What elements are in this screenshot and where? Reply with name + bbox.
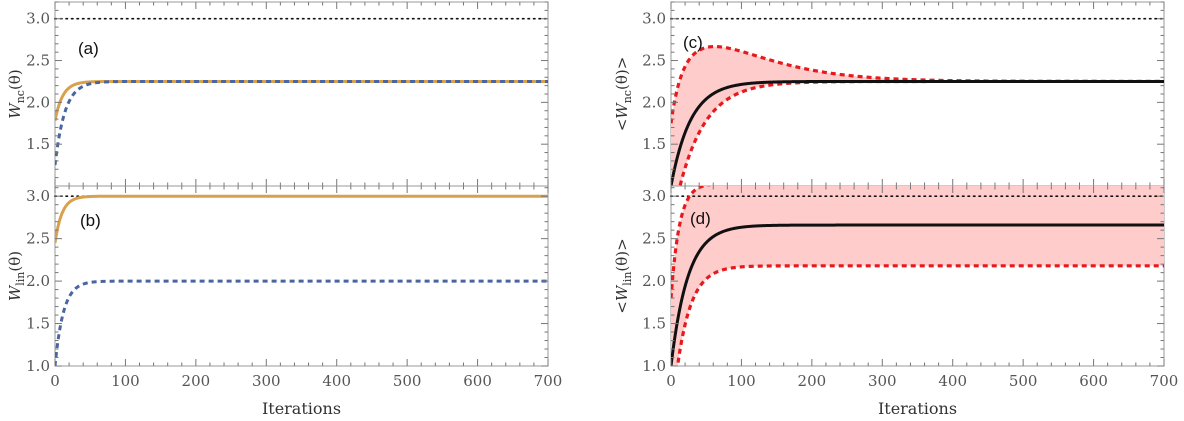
- panel-d-xtick-label: 400: [938, 372, 967, 390]
- panel-b-ytick-label: 1.5: [26, 315, 50, 333]
- panel-a-ytick-label: 1.5: [26, 135, 50, 153]
- panel-a-tag: (a): [78, 39, 99, 58]
- panel-d-tag: (d): [690, 209, 711, 228]
- panel-c-ytick-label: 2.5: [642, 52, 666, 70]
- panel-a-series: [55, 79, 548, 166]
- panel-d-xtick-label: 500: [1009, 372, 1038, 390]
- panel-b-xtick-label: 700: [534, 372, 563, 390]
- panel-d-mean-line: [671, 223, 1164, 366]
- panel-d-ticks: 1.0 1.5 2.0 2.5 3.0 0 100 200 300 400 500 600 700: [642, 186, 1178, 390]
- panel-b-xtick-label: 200: [182, 372, 211, 390]
- panel-c: 1.5 2.0 2.5 3.0 (c) <Wnc(θ)>: [613, 1, 1165, 187]
- panel-d-lower-bound-line: [676, 264, 1164, 363]
- panel-a-ylabel-suffix: (θ): [6, 69, 24, 90]
- panel-b-ytick-label: 1.0: [26, 357, 50, 375]
- panel-b-xtick-label: 0: [50, 372, 60, 390]
- panel-a-ylabel-sub: nc: [14, 90, 27, 103]
- panel-b-ylabel-sub: lin: [14, 272, 27, 286]
- panel-a-ytick-label: 2.5: [26, 52, 50, 70]
- panel-b-frame: [54, 185, 549, 367]
- panel-a-blue-dashed-line: [55, 79, 548, 166]
- panel-a-orange-solid-line: [55, 79, 548, 122]
- panel-d-ylabel: <Wlin(θ)>: [613, 238, 634, 313]
- panel-a-frame: [54, 1, 549, 187]
- panel-b-ytick-label: 3.0: [26, 187, 50, 205]
- panel-b-xtick-label: 100: [111, 372, 140, 390]
- panel-b-blue-dashed-line: [55, 279, 548, 366]
- panel-a-ylabel: Wnc(θ): [6, 69, 27, 118]
- panel-a: 1.5 2.0 2.5 3.0 (a) Wnc(θ): [6, 1, 549, 187]
- panel-d-ytick-label: 1.0: [642, 357, 666, 375]
- panel-b-xlabel: Iterations: [262, 399, 341, 418]
- panel-b-xtick-label: 400: [322, 372, 351, 390]
- panel-b-xtick-label: 300: [252, 372, 281, 390]
- panel-b: 1.0 1.5 2.0 2.5 3.0 0 100 200 300 400 500 600 700 (b…: [6, 185, 562, 418]
- panel-c-lower-bound-line: [678, 79, 1164, 186]
- panel-c-ylabel-suffix: (θ)>: [613, 57, 631, 90]
- panel-b-ticks: 1.0 1.5 2.0 2.5 3.0 0 100 200 300 400 500 600 700: [26, 186, 562, 390]
- panel-c-ylabel: <Wnc(θ)>: [613, 57, 634, 132]
- panel-a-ytick-label: 3.0: [26, 10, 50, 28]
- panel-d-ytick-label: 2.0: [642, 272, 666, 290]
- panel-c-ylabel-prefix: <W: [613, 102, 631, 132]
- panel-d-xtick-label: 600: [1079, 372, 1108, 390]
- panel-d-xtick-label: 300: [868, 372, 897, 390]
- panel-c-series: [671, 44, 1164, 186]
- panel-b-ytick-label: 2.5: [26, 230, 50, 248]
- panel-d-ytick-label: 2.5: [642, 230, 666, 248]
- panel-a-ytick-label: 2.0: [26, 93, 50, 111]
- panel-d-ytick-label: 1.5: [642, 315, 666, 333]
- panel-c-ytick-label: 1.5: [642, 135, 666, 153]
- panel-b-xtick-label: 600: [463, 372, 492, 390]
- panel-d-series: [671, 186, 1164, 366]
- panel-d-xtick-label: 0: [666, 372, 676, 390]
- panel-b-ylabel-prefix: W: [6, 284, 24, 301]
- panel-c-ylabel-sub: nc: [621, 90, 634, 103]
- panel-d-xtick-label: 100: [727, 372, 756, 390]
- panel-a-ylabel-prefix: W: [6, 102, 24, 119]
- panel-c-ticks: 1.5 2.0 2.5 3.0: [642, 1, 1165, 187]
- panel-b-ylabel-suffix: (θ): [6, 251, 24, 272]
- panel-b-orange-solid-line: [55, 194, 548, 244]
- panel-b-xtick-label: 500: [393, 372, 422, 390]
- panel-d-xlabel: Iterations: [878, 399, 957, 418]
- panel-d-ylabel-prefix: <W: [613, 284, 631, 314]
- panel-d-ytick-label: 3.0: [642, 187, 666, 205]
- panel-d: 1.0 1.5 2.0 2.5 3.0 0 100 200 300 400 500 600 700 (d…: [613, 185, 1178, 418]
- panel-a-ticks: 1.5 2.0 2.5 3.0: [26, 1, 549, 187]
- panel-c-ytick-label: 2.0: [642, 93, 666, 111]
- panel-c-ytick-label: 3.0: [642, 10, 666, 28]
- panel-c-frame: [670, 1, 1165, 187]
- panel-c-tag: (c): [683, 33, 703, 52]
- panel-d-band: [671, 186, 1164, 366]
- panel-d-ylabel-sub: lin: [621, 272, 634, 286]
- panel-b-ylabel: Wlin(θ): [6, 251, 27, 301]
- panel-d-xtick-label: 700: [1150, 372, 1179, 390]
- panel-b-ytick-label: 2.0: [26, 272, 50, 290]
- panel-c-mean-line: [671, 79, 1164, 186]
- panel-c-upper-bound-line: [671, 44, 1164, 124]
- panel-d-xtick-label: 200: [798, 372, 827, 390]
- panel-d-ylabel-suffix: (θ)>: [613, 238, 631, 271]
- panel-b-series: [55, 194, 548, 366]
- panel-d-confidence-band: [671, 186, 1164, 366]
- panel-b-tag: (b): [80, 211, 101, 230]
